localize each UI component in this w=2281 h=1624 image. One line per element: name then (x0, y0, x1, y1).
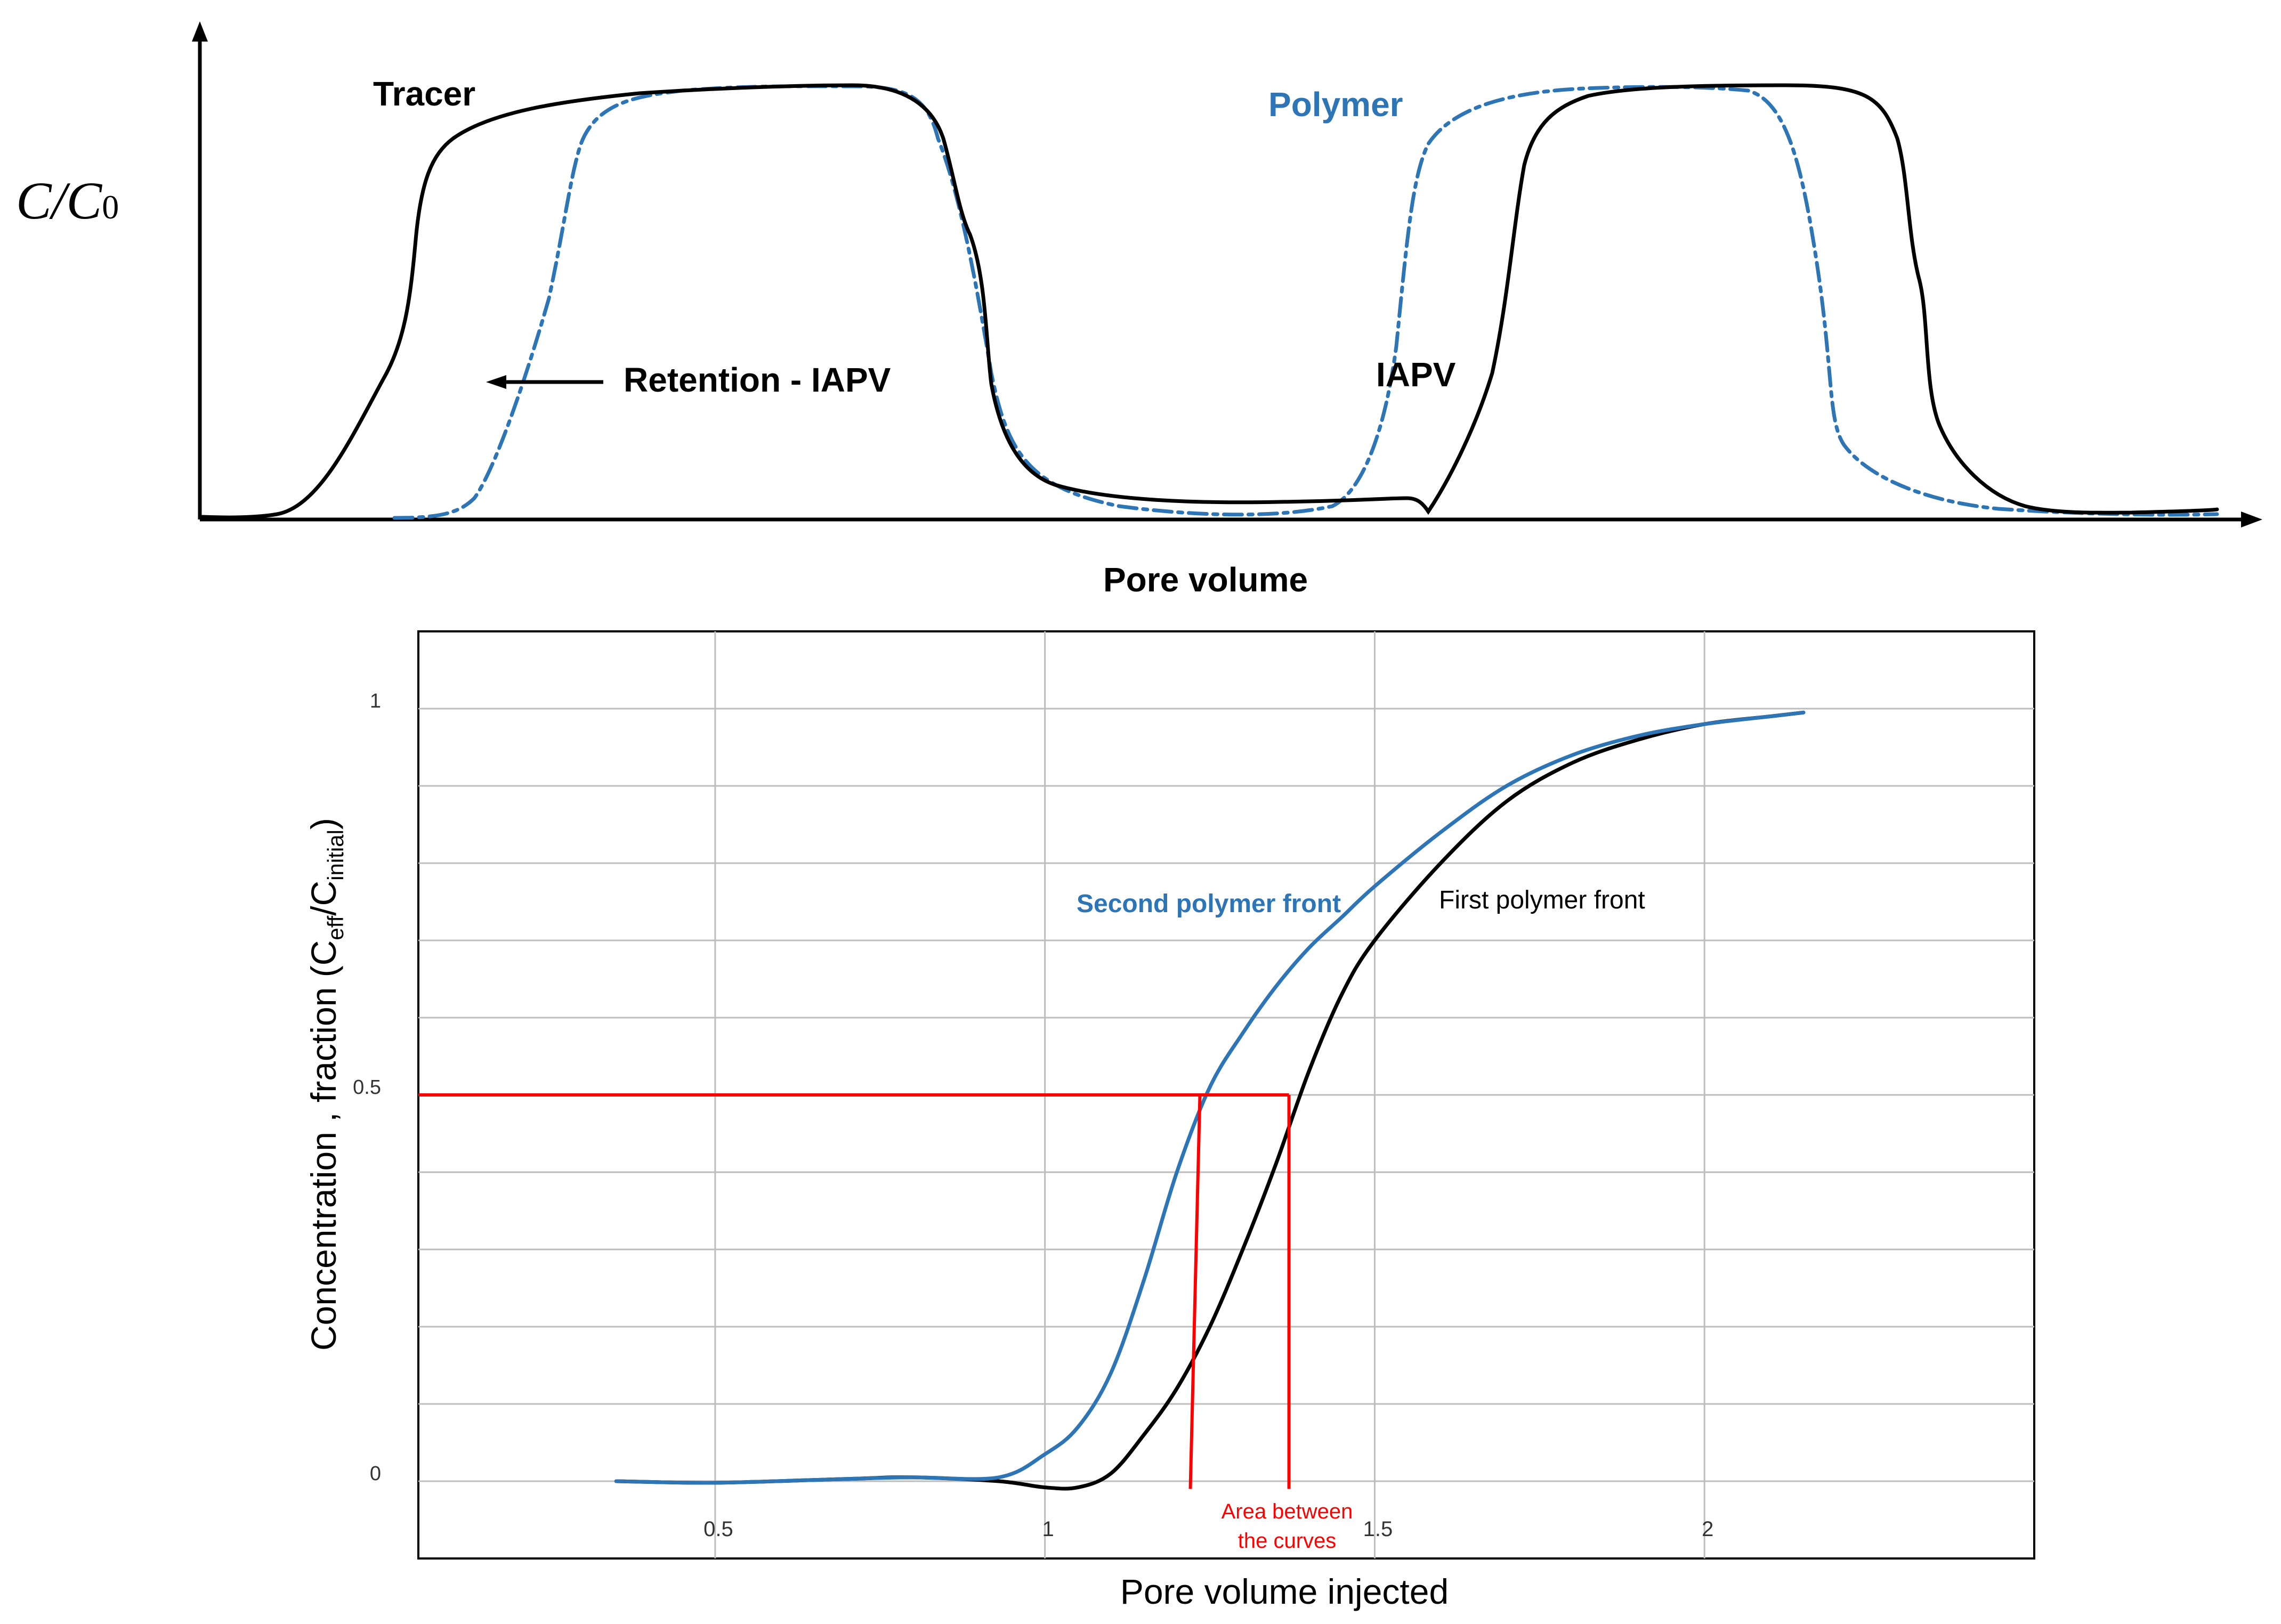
top-legend-polymer: Polymer (1268, 85, 1403, 124)
second-front-drop-line (1188, 1094, 1202, 1489)
second-polymer-front-curve (614, 710, 1806, 1485)
top-y-axis-arrowhead (192, 21, 208, 42)
y-label-sub-initial: initial (323, 830, 348, 881)
area-annotation-line-1: Area between (1222, 1500, 1353, 1523)
retention-iapv-label: Retention - IAPV (624, 361, 891, 399)
top-y-label-main: C/C (16, 171, 102, 230)
legend-first-polymer-front: First polymer front (1439, 886, 1645, 914)
y-tick-label: 0.5 (353, 1076, 381, 1099)
top-x-axis-label: Pore volume (1103, 561, 1308, 599)
top-y-label-subscript: 0 (102, 188, 119, 226)
x-tick-label: 0.5 (703, 1517, 733, 1541)
area-annotation-line-2: the curves (1238, 1529, 1337, 1553)
red-reference-lines (418, 1093, 1291, 1489)
y-label-prefix: Concentration , fraction (C (304, 940, 343, 1351)
top-polymer-curve (392, 84, 2219, 520)
legend-second-polymer-front: Second polymer front (1077, 890, 1341, 918)
bottom-y-axis-label: Concentration , fraction (Ceff/Cinitial) (304, 818, 348, 1351)
top-schematic-chart: Tracer Polymer Retention - IAPV IAPV Por… (16, 21, 2262, 599)
bottom-chart: 0 0.5 1 0.5 1 1.5 2 Second polymer front First… (304, 630, 2035, 1611)
bottom-x-axis-label: Pore volume injected (1120, 1572, 1449, 1611)
iapv-label: IAPV (1376, 355, 1456, 394)
y-label-suffix: ) (304, 818, 343, 830)
top-x-axis-arrowhead (2241, 511, 2262, 527)
y-tick-label: 1 (370, 690, 381, 712)
y-label-sub-eff: eff (323, 915, 348, 940)
y-tick-label: 0 (370, 1463, 381, 1485)
top-tracer-curve (200, 83, 2219, 519)
top-y-axis-label: C/C0 (16, 171, 119, 230)
y-label-sep: /C (304, 881, 343, 916)
x-tick-label: 1.5 (1363, 1517, 1393, 1541)
x-tick-label: 2 (1702, 1517, 1713, 1541)
tick-labels: 0 0.5 1 0.5 1 1.5 2 (353, 690, 1713, 1541)
retention-arrow-head (486, 375, 506, 389)
top-legend-tracer: Tracer (373, 75, 475, 113)
bottom-series (614, 710, 1806, 1491)
x-tick-label: 1 (1042, 1517, 1054, 1541)
